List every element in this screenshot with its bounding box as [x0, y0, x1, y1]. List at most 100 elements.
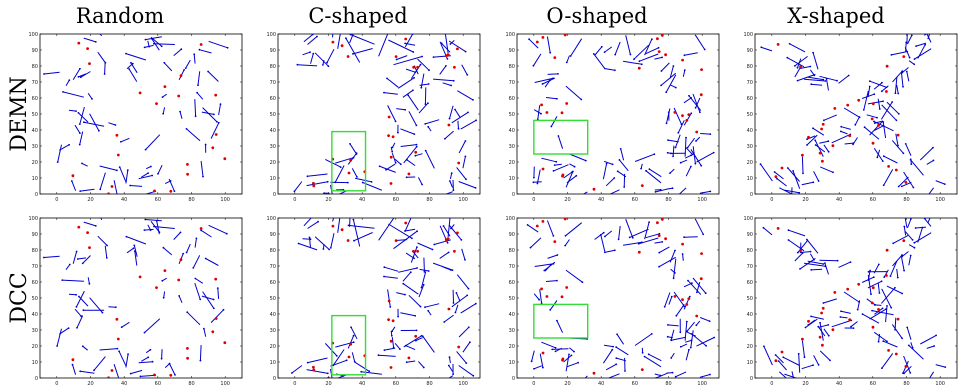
agent-point — [686, 146, 689, 149]
agent-point — [316, 35, 318, 38]
trajectory-segment — [881, 353, 894, 369]
agent-point — [213, 113, 215, 116]
trajectory-segment — [337, 218, 341, 233]
trajectory-segment — [683, 97, 692, 104]
agent-point — [98, 129, 100, 132]
agent-point — [370, 181, 373, 183]
target-point — [563, 218, 567, 221]
agent-point — [777, 360, 780, 362]
agent-point — [420, 86, 423, 89]
agent-point — [114, 124, 117, 126]
target-point — [453, 249, 456, 253]
agent-point — [340, 211, 342, 213]
trajectory-segment — [461, 248, 466, 260]
x-tick-label: 100 — [458, 381, 468, 387]
agent-point — [688, 348, 690, 351]
trajectory-segment — [831, 133, 851, 144]
agent-point — [446, 241, 449, 244]
agent-point — [552, 235, 555, 237]
trajectory-segment — [78, 296, 89, 307]
agent-point — [216, 287, 219, 289]
x-tick-label: 0 — [770, 197, 773, 203]
agent-point — [475, 119, 477, 122]
data-layer — [762, 208, 947, 381]
trajectory-segment — [79, 131, 84, 145]
trajectory-segment — [185, 59, 191, 69]
trajectory-segment — [924, 34, 928, 36]
agent-point — [836, 79, 838, 82]
trajectory-segment — [179, 111, 183, 119]
agent-point — [450, 84, 452, 87]
target-point — [821, 306, 825, 310]
trajectory-segment — [675, 134, 681, 148]
agent-point — [555, 160, 558, 163]
agent-point — [680, 123, 683, 125]
trajectory-segment — [439, 251, 449, 259]
trajectory-segment — [881, 287, 896, 304]
trajectory-segment — [886, 285, 903, 294]
trajectory-segment — [819, 75, 838, 82]
trajectory-segment — [396, 55, 408, 60]
agent-point — [413, 133, 416, 136]
trajectory-segment — [443, 225, 451, 237]
trajectory-segment — [439, 65, 447, 75]
trajectory-segment — [348, 224, 375, 229]
target-point — [877, 308, 880, 311]
agent-point — [549, 79, 551, 82]
trajectory-segment — [699, 374, 711, 378]
trajectory-segment — [448, 365, 454, 372]
agent-point — [144, 218, 147, 221]
trajectory-segment — [400, 128, 415, 135]
agent-point — [902, 85, 904, 88]
agent-point — [674, 272, 676, 274]
agent-point — [212, 298, 215, 301]
agent-point — [575, 174, 578, 177]
target-point — [416, 249, 419, 253]
agent-point — [196, 91, 199, 94]
agent-point — [690, 339, 693, 342]
trajectory-segment — [813, 171, 820, 182]
x-tick-label: 60 — [393, 381, 399, 387]
x-tick-label: 20 — [325, 381, 331, 387]
trajectory-segment — [347, 335, 355, 349]
trajectory-segment — [298, 243, 318, 251]
agent-point — [414, 314, 416, 317]
target-point — [681, 298, 684, 301]
trajectory-segment — [354, 361, 370, 372]
agent-point — [882, 184, 885, 187]
agent-point — [856, 308, 859, 311]
trajectory-segment — [625, 35, 631, 55]
agent-point — [928, 379, 930, 381]
y-tick-label: 70 — [747, 264, 753, 270]
trajectory-segment — [805, 318, 818, 328]
agent-point — [389, 306, 392, 308]
y-tick-label: 100 — [743, 216, 753, 222]
agent-point — [813, 74, 816, 77]
highlight-box — [331, 130, 367, 192]
agent-point — [62, 91, 64, 93]
trajectory-segment — [914, 232, 932, 244]
x-tick-label: 20 — [802, 381, 808, 387]
trajectory-segment — [402, 271, 412, 282]
trajectory-segment — [919, 147, 934, 161]
target-point — [887, 349, 890, 352]
trajectory-segment — [458, 365, 474, 377]
trajectory-segment — [563, 171, 573, 179]
trajectory-segment — [134, 251, 138, 266]
agent-point — [556, 254, 559, 256]
trajectory-segment — [202, 107, 218, 123]
trajectory-segment — [685, 349, 690, 361]
trajectory-segment — [677, 120, 685, 134]
target-point — [416, 65, 419, 69]
trajectory-segment — [144, 228, 154, 231]
trajectory-segment — [850, 321, 858, 328]
agent-point — [77, 76, 80, 78]
agent-point — [906, 326, 909, 329]
trajectory-segment — [797, 73, 816, 82]
trajectory-segment — [144, 318, 161, 333]
agent-point — [383, 266, 386, 269]
agent-point — [217, 121, 220, 124]
agent-point — [933, 208, 935, 210]
trajectory-segment — [201, 295, 214, 300]
